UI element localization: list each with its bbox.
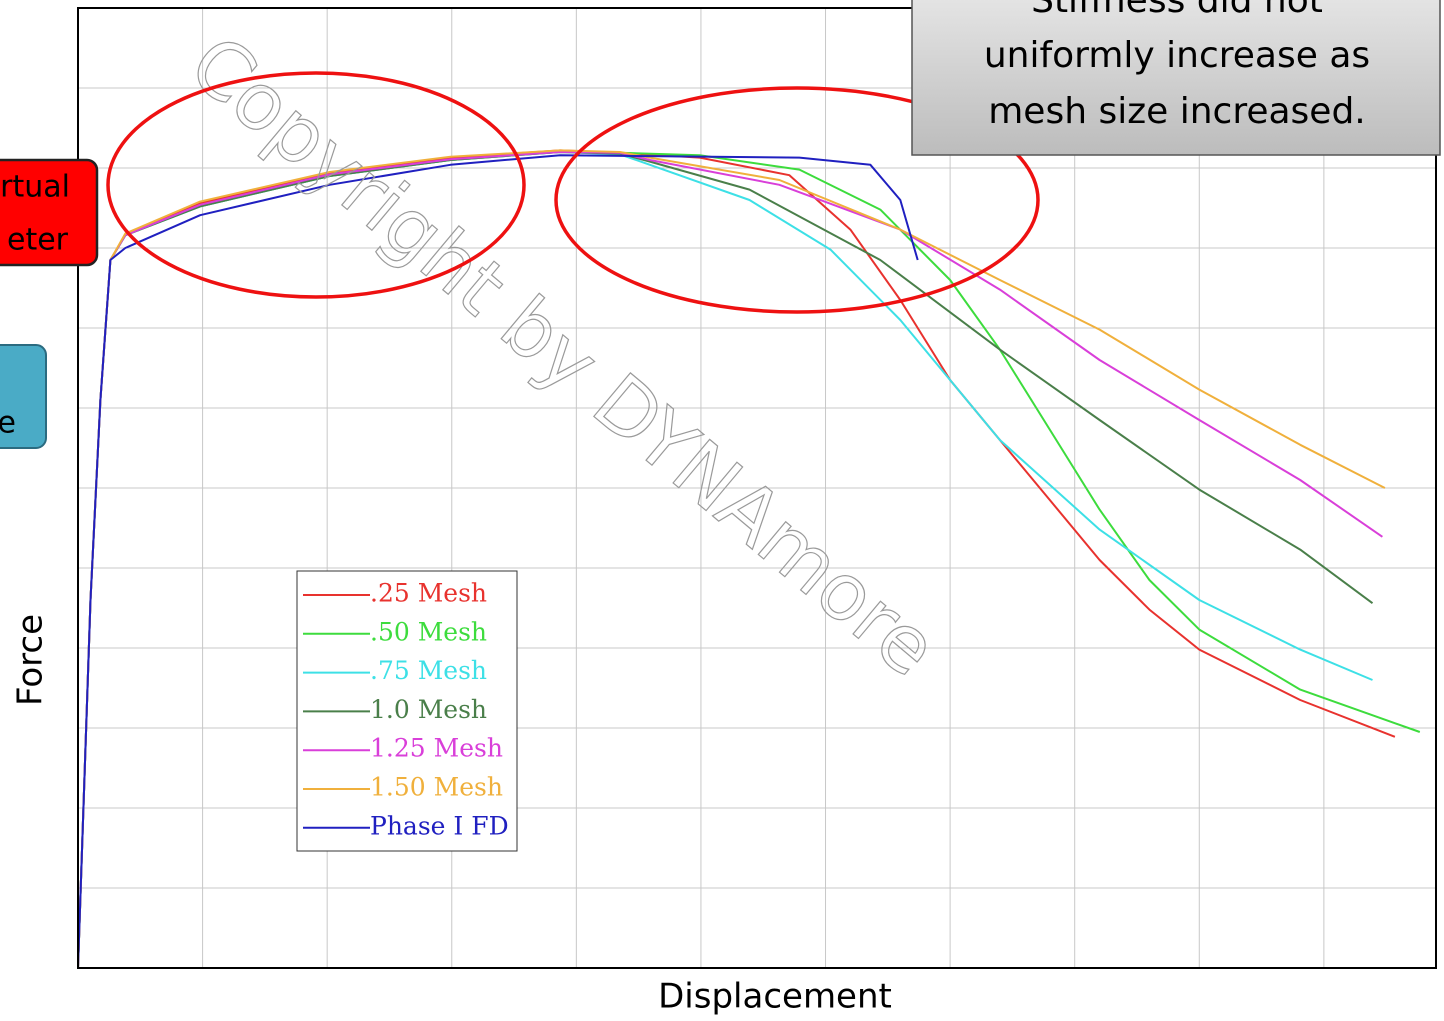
data-line <box>77 151 1373 969</box>
plot-frame <box>77 7 1437 969</box>
legend-label: 1.0 Mesh <box>370 695 487 724</box>
callout-text: mesh size increased. <box>988 91 1366 132</box>
callout-box <box>911 0 1441 156</box>
legend-label: 1.25 Mesh <box>370 734 503 763</box>
side-box <box>0 158 99 267</box>
side-label: e <box>0 406 16 441</box>
y-axis-label: Force <box>11 614 51 706</box>
callout-text: Stiffness did not <box>1031 0 1323 21</box>
callout-text: uniformly increase as <box>984 35 1370 76</box>
data-line <box>77 151 1374 969</box>
legend: .25 Mesh .50 Mesh .75 Mesh 1.0 Mesh 1.25 Mes… <box>296 570 518 852</box>
side-box <box>0 344 47 449</box>
watermark: Copyright by DYNAmore <box>173 19 954 694</box>
highlight-ellipse <box>554 86 1040 314</box>
highlight-ellipse <box>106 71 526 299</box>
data-line <box>77 154 919 969</box>
legend-label: .50 Mesh <box>370 617 487 646</box>
legend-label: Phase I FD <box>370 811 509 840</box>
side-label: eter <box>7 223 69 258</box>
data-line <box>77 151 1383 969</box>
data-line <box>77 149 1386 969</box>
legend-label: .25 Mesh <box>370 579 487 608</box>
side-label: rtual <box>0 170 70 205</box>
plot-lines <box>77 149 1421 969</box>
legend-label: 1.50 Mesh <box>370 773 503 802</box>
legend-label: .75 Mesh <box>370 656 487 685</box>
x-axis-label: Displacement <box>658 977 892 1017</box>
